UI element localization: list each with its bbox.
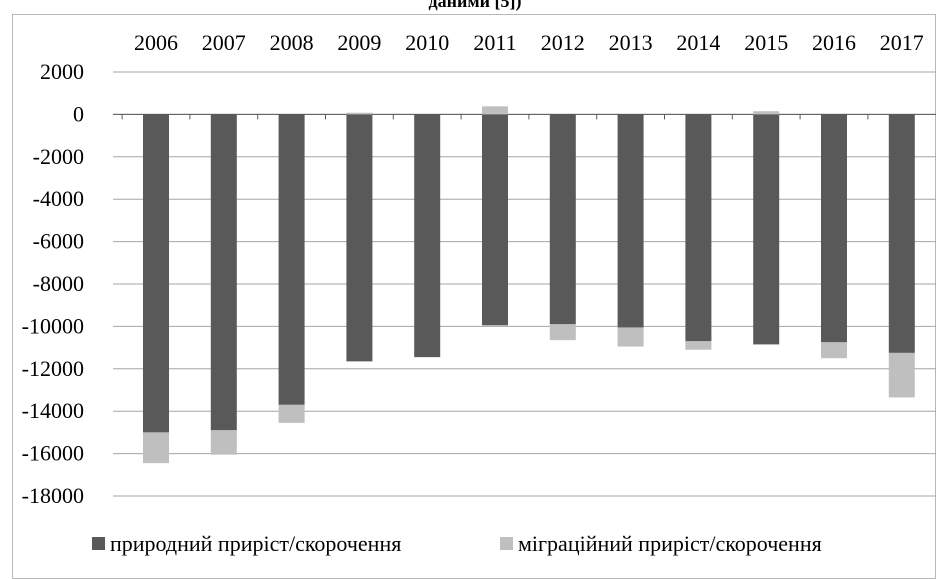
bar-migration-growth bbox=[685, 341, 712, 350]
bar-migration-growth bbox=[278, 404, 305, 423]
x-tick-label: 2007 bbox=[202, 30, 246, 55]
bar-migration-growth bbox=[210, 430, 237, 455]
bars bbox=[143, 106, 915, 464]
x-tick-label: 2009 bbox=[337, 30, 381, 55]
bar-natural-growth bbox=[549, 114, 576, 325]
bar-migration-growth bbox=[753, 111, 780, 115]
y-tick-label: -2000 bbox=[33, 144, 84, 169]
x-axis: 2006 2007 2008 2009 2010 2011 2012 2013 2014 2015… bbox=[121, 30, 924, 120]
bar-natural-growth bbox=[753, 114, 780, 345]
x-tick-label: 2010 bbox=[405, 30, 449, 55]
bar-natural-growth bbox=[346, 114, 373, 362]
bar-natural-growth bbox=[685, 114, 712, 342]
chart-caption: даними [5]) bbox=[428, 0, 522, 11]
x-tick-label: 2015 bbox=[744, 30, 788, 55]
bar-migration-growth bbox=[821, 342, 847, 359]
y-tick-label: -16000 bbox=[22, 441, 84, 466]
bar-natural-growth bbox=[278, 114, 305, 405]
bar-natural-growth bbox=[414, 114, 441, 358]
x-tick-label: 2014 bbox=[676, 30, 720, 55]
bar-migration-growth bbox=[617, 327, 644, 347]
bar-natural-growth bbox=[888, 114, 915, 353]
x-tick-label: 2006 bbox=[134, 30, 178, 55]
bar-migration-growth bbox=[482, 106, 508, 115]
x-tick-label: 2013 bbox=[609, 30, 653, 55]
bar-migration-growth bbox=[888, 352, 915, 398]
bar-migration-growth bbox=[549, 324, 576, 341]
y-tick-label: -18000 bbox=[22, 483, 84, 508]
bar-natural-growth bbox=[821, 114, 847, 343]
x-tick-label: 2011 bbox=[473, 30, 516, 55]
bar-natural-growth bbox=[143, 114, 169, 433]
legend: природний приріст/скорочення міграційний … bbox=[92, 531, 822, 556]
bar-natural-growth bbox=[210, 114, 237, 431]
bar-natural-growth bbox=[617, 114, 644, 328]
gridlines bbox=[113, 71, 936, 497]
y-tick-label: -8000 bbox=[33, 271, 84, 296]
y-axis: 2000 0 -2000 -4000 -6000 -8000 -10000 -12000 -14… bbox=[22, 59, 84, 508]
bar-natural-growth bbox=[482, 114, 508, 326]
x-tick-label: 2008 bbox=[270, 30, 314, 55]
y-tick-label: 2000 bbox=[40, 59, 84, 84]
bar-migration-growth bbox=[346, 112, 373, 115]
legend-label-natural: природний приріст/скорочення bbox=[110, 531, 401, 556]
y-tick-label: -6000 bbox=[33, 229, 84, 254]
x-tick-label: 2016 bbox=[812, 30, 856, 55]
y-tick-label: 0 bbox=[73, 101, 84, 126]
legend-swatch-migration bbox=[500, 537, 513, 550]
legend-label-migration: міграційний приріст/скорочення bbox=[518, 531, 822, 556]
x-tick-label: 2017 bbox=[880, 30, 924, 55]
y-tick-label: -12000 bbox=[22, 356, 84, 381]
y-tick-label: -4000 bbox=[33, 186, 84, 211]
bar-migration-growth bbox=[143, 432, 169, 464]
legend-swatch-natural bbox=[92, 537, 105, 550]
y-tick-label: -10000 bbox=[22, 313, 84, 338]
x-tick-label: 2012 bbox=[541, 30, 585, 55]
y-tick-label: -14000 bbox=[22, 398, 84, 423]
